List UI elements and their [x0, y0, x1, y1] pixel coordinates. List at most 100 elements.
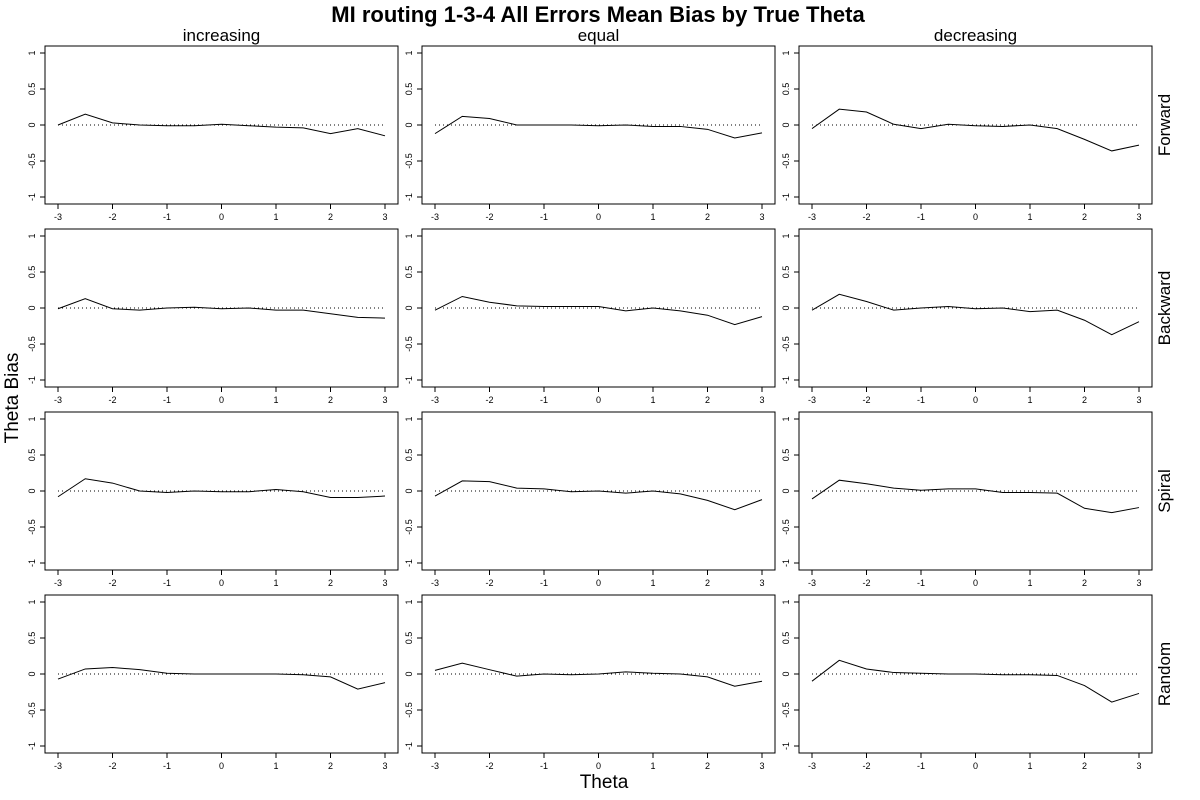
panel-frame — [44, 228, 399, 388]
y-tick-label: 0 — [404, 671, 414, 676]
x-tick-label: 0 — [219, 761, 224, 771]
y-tick-label: 1 — [404, 50, 414, 55]
y-tick-label: 1 — [781, 233, 791, 238]
chart-title: MI routing 1-3-4 All Errors Mean Bias by… — [331, 2, 865, 27]
x-tick-label: -1 — [917, 761, 925, 771]
x-tick-label: 3 — [1136, 395, 1141, 405]
y-tick-label: 1 — [27, 599, 37, 604]
y-tick-label: 0.5 — [27, 266, 37, 279]
x-tick-label: -2 — [862, 395, 870, 405]
bias-line-spiral-equal — [434, 480, 763, 511]
x-tick-label: 1 — [1027, 578, 1032, 588]
x-tick-label: 1 — [273, 761, 278, 771]
panel-backward-increasing: -3 -2 -1 0 1 2 3 -1 -0.5 0 0.5 1 — [27, 228, 399, 405]
y-tick-label: -1 — [781, 376, 791, 384]
x-tick-label: -3 — [808, 212, 816, 222]
panel-backward-equal: -3 -2 -1 0 1 2 3 -1 -0.5 0 0.5 1 — [404, 228, 776, 405]
panel-backward-decreasing: -3 -2 -1 0 1 2 3 -1 -0.5 0 0.5 1 — [781, 228, 1153, 405]
x-tick-label: 0 — [596, 578, 601, 588]
y-tick-label: -0.5 — [27, 702, 37, 718]
x-tick-label: 3 — [382, 395, 387, 405]
x-tick-label: -1 — [163, 761, 171, 771]
panel-frame — [44, 411, 399, 571]
x-tick-label: 0 — [219, 578, 224, 588]
x-tick-label: 0 — [219, 395, 224, 405]
x-tick-label: 2 — [328, 395, 333, 405]
x-tick-label: 1 — [273, 212, 278, 222]
x-tick-label: -2 — [485, 578, 493, 588]
x-tick-label: -3 — [808, 395, 816, 405]
y-tick-label: 1 — [781, 599, 791, 604]
x-tick-label: -2 — [108, 761, 116, 771]
x-tick-label: -2 — [862, 761, 870, 771]
y-tick-label: -1 — [27, 376, 37, 384]
y-tick-label: 0 — [781, 305, 791, 310]
y-tick-label: 1 — [27, 50, 37, 55]
x-tick-label: 2 — [328, 761, 333, 771]
y-tick-label: 0 — [781, 671, 791, 676]
x-tick-label: 1 — [1027, 761, 1032, 771]
x-tick-label: 1 — [650, 761, 655, 771]
bias-line-spiral-decreasing — [811, 479, 1140, 514]
x-tick-label: 3 — [759, 212, 764, 222]
y-tick-label: 0 — [404, 488, 414, 493]
panel-grid: increasing equal decreasing Forward Backward… — [27, 26, 1174, 771]
x-tick-label: -2 — [485, 212, 493, 222]
y-tick-label: -1 — [404, 559, 414, 567]
x-tick-label: -2 — [108, 395, 116, 405]
x-tick-label: -3 — [431, 578, 439, 588]
y-tick-label: -0.5 — [781, 336, 791, 352]
x-tick-label: -1 — [540, 578, 548, 588]
y-tick-label: 1 — [27, 416, 37, 421]
y-tick-label: -1 — [27, 559, 37, 567]
y-tick-label: -0.5 — [404, 153, 414, 169]
x-tick-label: 1 — [273, 578, 278, 588]
x-tick-label: 2 — [1082, 212, 1087, 222]
x-tick-label: 3 — [759, 761, 764, 771]
x-tick-label: -3 — [808, 578, 816, 588]
x-tick-label: 3 — [382, 761, 387, 771]
x-tick-label: 1 — [273, 395, 278, 405]
panel-spiral-decreasing: -3 -2 -1 0 1 2 3 -1 -0.5 0 0.5 1 — [781, 411, 1153, 588]
bias-line-forward-equal — [434, 115, 763, 139]
panel-spiral-increasing: -3 -2 -1 0 1 2 3 -1 -0.5 0 0.5 1 — [27, 411, 399, 588]
x-tick-label: -2 — [485, 761, 493, 771]
panel-frame — [798, 411, 1153, 571]
bias-line-random-increasing — [57, 667, 386, 690]
x-tick-label: 3 — [759, 578, 764, 588]
y-tick-label: 0.5 — [27, 449, 37, 462]
x-tick-label: 1 — [1027, 395, 1032, 405]
panel-frame — [44, 45, 399, 205]
x-tick-label: 3 — [382, 212, 387, 222]
x-tick-label: -2 — [108, 212, 116, 222]
x-tick-label: -1 — [163, 578, 171, 588]
y-tick-label: 0 — [27, 671, 37, 676]
y-tick-label: 0.5 — [27, 83, 37, 96]
y-tick-label: 0 — [27, 122, 37, 127]
y-tick-label: 0 — [404, 122, 414, 127]
y-axis-label: Theta Bias — [2, 353, 23, 444]
y-tick-label: 0 — [781, 122, 791, 127]
y-tick-label: 0.5 — [781, 449, 791, 462]
x-tick-label: -3 — [54, 578, 62, 588]
x-tick-label: -2 — [862, 578, 870, 588]
column-title-increasing: increasing — [183, 26, 261, 45]
x-tick-label: 3 — [1136, 212, 1141, 222]
panel-forward-decreasing: -3 -2 -1 0 1 2 3 -1 -0.5 0 0.5 1 — [781, 45, 1153, 222]
y-tick-label: -1 — [404, 376, 414, 384]
y-tick-label: -0.5 — [781, 702, 791, 718]
x-tick-label: 2 — [1082, 761, 1087, 771]
x-tick-label: 0 — [973, 212, 978, 222]
x-tick-label: 2 — [705, 395, 710, 405]
y-tick-label: 0.5 — [404, 266, 414, 279]
x-tick-label: -1 — [540, 395, 548, 405]
y-tick-label: 0.5 — [781, 83, 791, 96]
panel-frame — [421, 45, 776, 205]
bias-line-backward-equal — [434, 295, 763, 326]
panel-random-increasing: -3 -2 -1 0 1 2 3 -1 -0.5 0 0.5 1 — [27, 594, 399, 771]
x-tick-label: 0 — [596, 395, 601, 405]
row-title-backward: Backward — [1155, 271, 1174, 346]
x-tick-label: 1 — [650, 212, 655, 222]
y-tick-label: 1 — [781, 50, 791, 55]
y-tick-label: -0.5 — [27, 153, 37, 169]
